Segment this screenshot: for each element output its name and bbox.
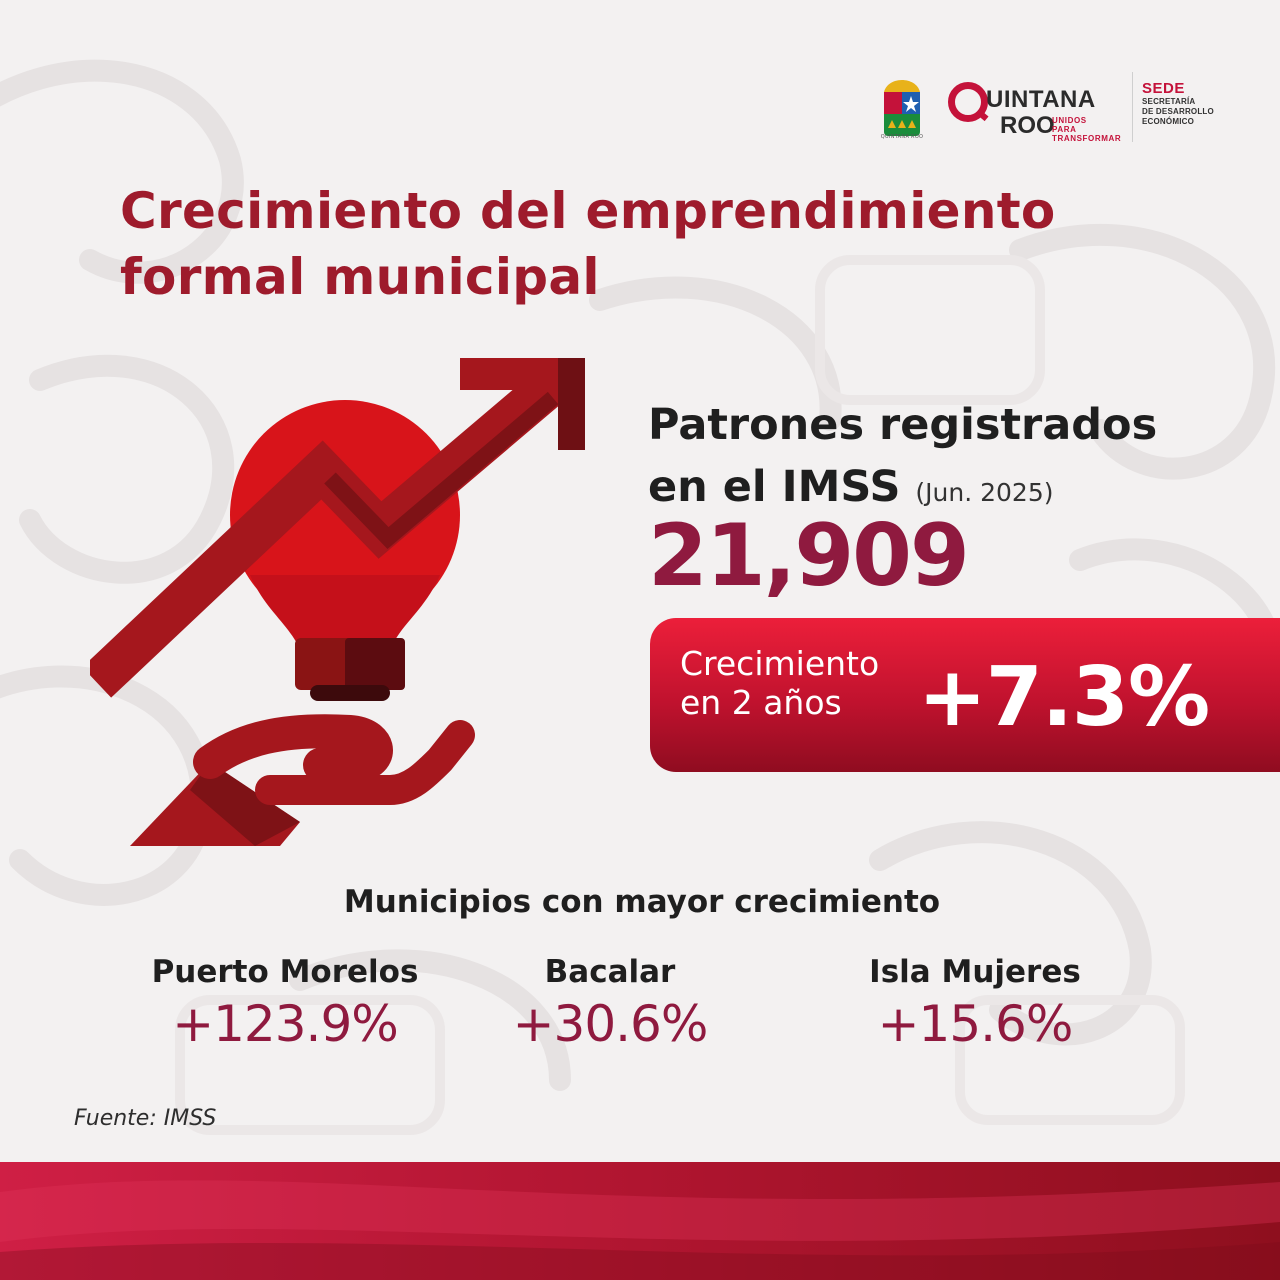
- sede-logo: SEDE SECRETARÍA DE DESARROLLO ECONÓMICO: [1142, 80, 1232, 127]
- background-pattern: [0, 59, 1280, 1091]
- page-title-line-1: Crecimiento del emprendimiento: [120, 182, 1056, 240]
- growth-badge: Crecimiento en 2 años +7.3%: [650, 618, 1280, 772]
- brand-word-2: ROO: [1000, 112, 1055, 139]
- page-title-line-2: formal municipal: [120, 248, 600, 306]
- kpi-period: (Jun. 2025): [915, 478, 1054, 507]
- logo-divider: [1132, 72, 1133, 142]
- municipality-value: +123.9%: [172, 995, 399, 1053]
- growth-label: Crecimiento en 2 años: [680, 644, 960, 722]
- municipality-name: Isla Mujeres: [869, 954, 1081, 990]
- kpi-value: 21,909: [648, 506, 970, 606]
- municipality-name: Puerto Morelos: [151, 954, 419, 990]
- page-title: Crecimiento del emprendimiento formal mu…: [120, 178, 1200, 310]
- growth-label-line-2: en 2 años: [680, 683, 842, 722]
- municipality-name: Bacalar: [544, 954, 676, 990]
- header-logos: QUINTANA ROO UINTANA ROO UNIDOS PARA TRA…: [870, 70, 1230, 150]
- growth-value: +7.3%: [918, 650, 1210, 745]
- municipality-item: Puerto Morelos +123.9%: [120, 950, 450, 1054]
- municipalities-title: Municipios con mayor crecimiento: [343, 884, 941, 920]
- kpi-label: Patrones registrados en el IMSS (Jun. 20…: [648, 394, 1248, 524]
- sede-line: SECRETARÍA: [1142, 97, 1196, 106]
- state-emblem-icon: [884, 80, 920, 136]
- emblem-caption: QUINTANA ROO: [880, 134, 924, 140]
- kpi-label-line-1: Patrones registrados: [648, 400, 1158, 450]
- sede-line: DE DESARROLLO: [1142, 107, 1214, 116]
- sede-line: ECONÓMICO: [1142, 117, 1195, 126]
- sede-name: SEDE: [1142, 80, 1185, 97]
- municipality-item: Isla Mujeres +15.6%: [830, 950, 1120, 1054]
- kpi-label-line-2-text: en el IMSS: [648, 462, 901, 512]
- footer-band: [0, 1162, 1280, 1280]
- brand-tagline: UNIDOS PARA TRANSFORMAR: [1052, 116, 1122, 143]
- growth-label-line-1: Crecimiento: [680, 644, 880, 683]
- q-logo-icon: [948, 82, 988, 122]
- municipality-item: Bacalar +30.6%: [480, 950, 740, 1054]
- quintana-roo-logo: UINTANA ROO UNIDOS PARA TRANSFORMAR: [948, 82, 1121, 143]
- kpi-label-line-2: en el IMSS (Jun. 2025): [648, 456, 1248, 524]
- brand-tagline-line: UNIDOS PARA: [1052, 116, 1087, 134]
- brand-word-1: UINTANA: [986, 86, 1096, 113]
- municipality-value: +15.6%: [877, 995, 1074, 1053]
- source-note: Fuente: IMSS: [74, 1106, 217, 1131]
- lightbulb-growth-arrow-hand-icon: [90, 358, 585, 846]
- brand-tagline-line: TRANSFORMAR: [1052, 134, 1122, 143]
- municipality-value: +30.6%: [512, 995, 709, 1053]
